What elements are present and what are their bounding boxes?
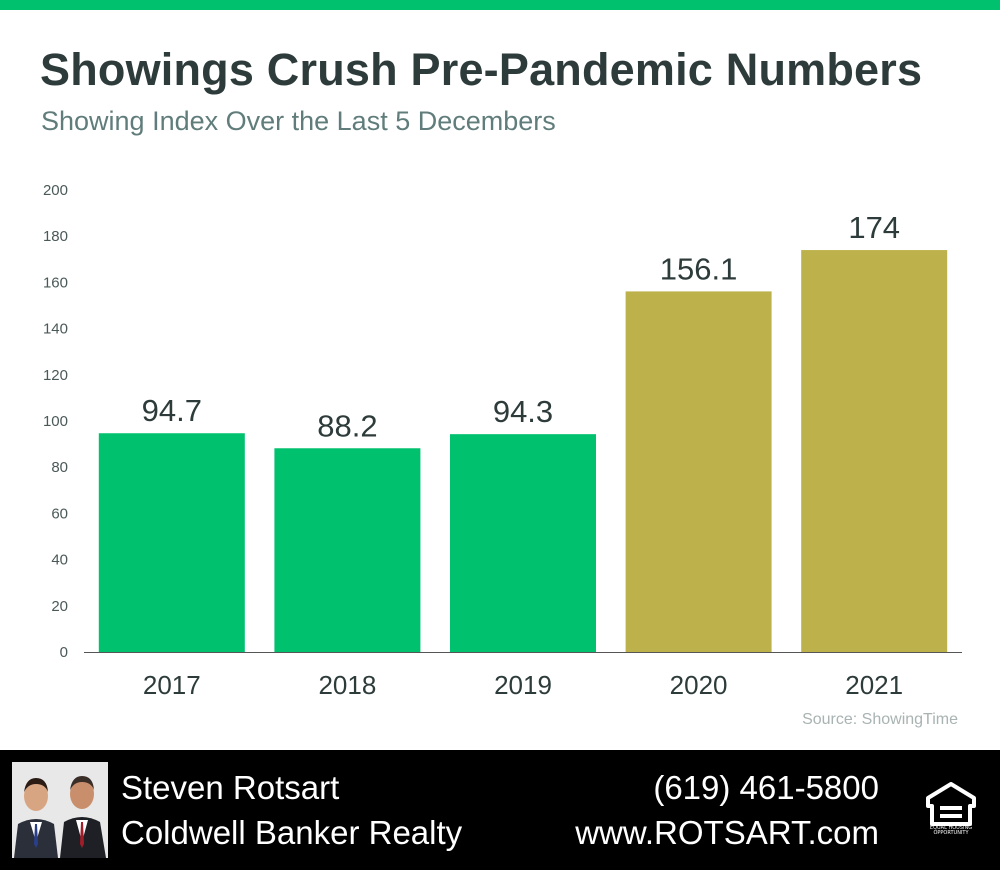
source-note: Source: ShowingTime (802, 711, 958, 728)
brokerage-name: Coldwell Banker Realty (121, 814, 463, 851)
y-tick-label: 80 (51, 459, 68, 476)
equal-housing-icon: EQUAL HOUSING OPPORTUNITY (924, 782, 978, 842)
x-tick-label: 2017 (143, 670, 201, 700)
x-axis: 2017 2018 2019 2020 2021 (143, 670, 903, 700)
y-tick-label: 120 (43, 367, 68, 384)
bar-value-label: 94.7 (142, 393, 202, 428)
chart-title: Showings Crush Pre-Pandemic Numbers (40, 44, 923, 95)
bar-value-label: 156.1 (660, 251, 738, 286)
y-tick-label: 200 (43, 182, 68, 199)
bar-2017 (98, 433, 245, 652)
chart-subtitle: Showing Index Over the Last 5 Decembers (41, 106, 556, 136)
website-link[interactable]: www.ROTSART.com (575, 814, 879, 851)
y-axis: 0 20 40 60 80 100 120 140 160 180 200 (43, 182, 68, 661)
bar-2021 (801, 250, 948, 652)
bar-value-label: 174 (848, 210, 900, 245)
agent-photo (12, 762, 108, 858)
footer-bar: Steven Rotsart Coldwell Banker Realty (6… (0, 750, 1000, 870)
y-tick-label: 140 (43, 321, 68, 338)
bars-group (98, 250, 948, 652)
y-tick-label: 20 (51, 598, 68, 615)
top-accent-stripe (0, 0, 1000, 10)
agent-name: Steven Rotsart (121, 769, 340, 806)
bar-value-label: 94.3 (493, 394, 553, 429)
x-tick-label: 2020 (670, 670, 728, 700)
y-tick-label: 180 (43, 228, 68, 245)
bar-chart: 0 20 40 60 80 100 120 140 160 180 200 94.7 88.2 94.3… (43, 182, 962, 700)
x-tick-label: 2018 (318, 670, 376, 700)
phone-number[interactable]: (619) 461-5800 (653, 769, 879, 806)
y-tick-label: 100 (43, 413, 68, 430)
bar-2018 (274, 448, 421, 652)
x-tick-label: 2021 (845, 670, 903, 700)
x-tick-label: 2019 (494, 670, 552, 700)
bar-value-label: 88.2 (317, 408, 377, 443)
y-tick-label: 60 (51, 505, 68, 522)
y-tick-label: 160 (43, 274, 68, 291)
y-tick-label: 40 (51, 552, 68, 569)
equal-housing-text: EQUAL HOUSING OPPORTUNITY (929, 825, 973, 836)
value-labels-group: 94.7 88.2 94.3 156.1 174 (142, 210, 900, 443)
y-tick-label: 0 (60, 644, 68, 661)
bar-2019 (450, 434, 596, 652)
bar-2020 (625, 291, 772, 652)
